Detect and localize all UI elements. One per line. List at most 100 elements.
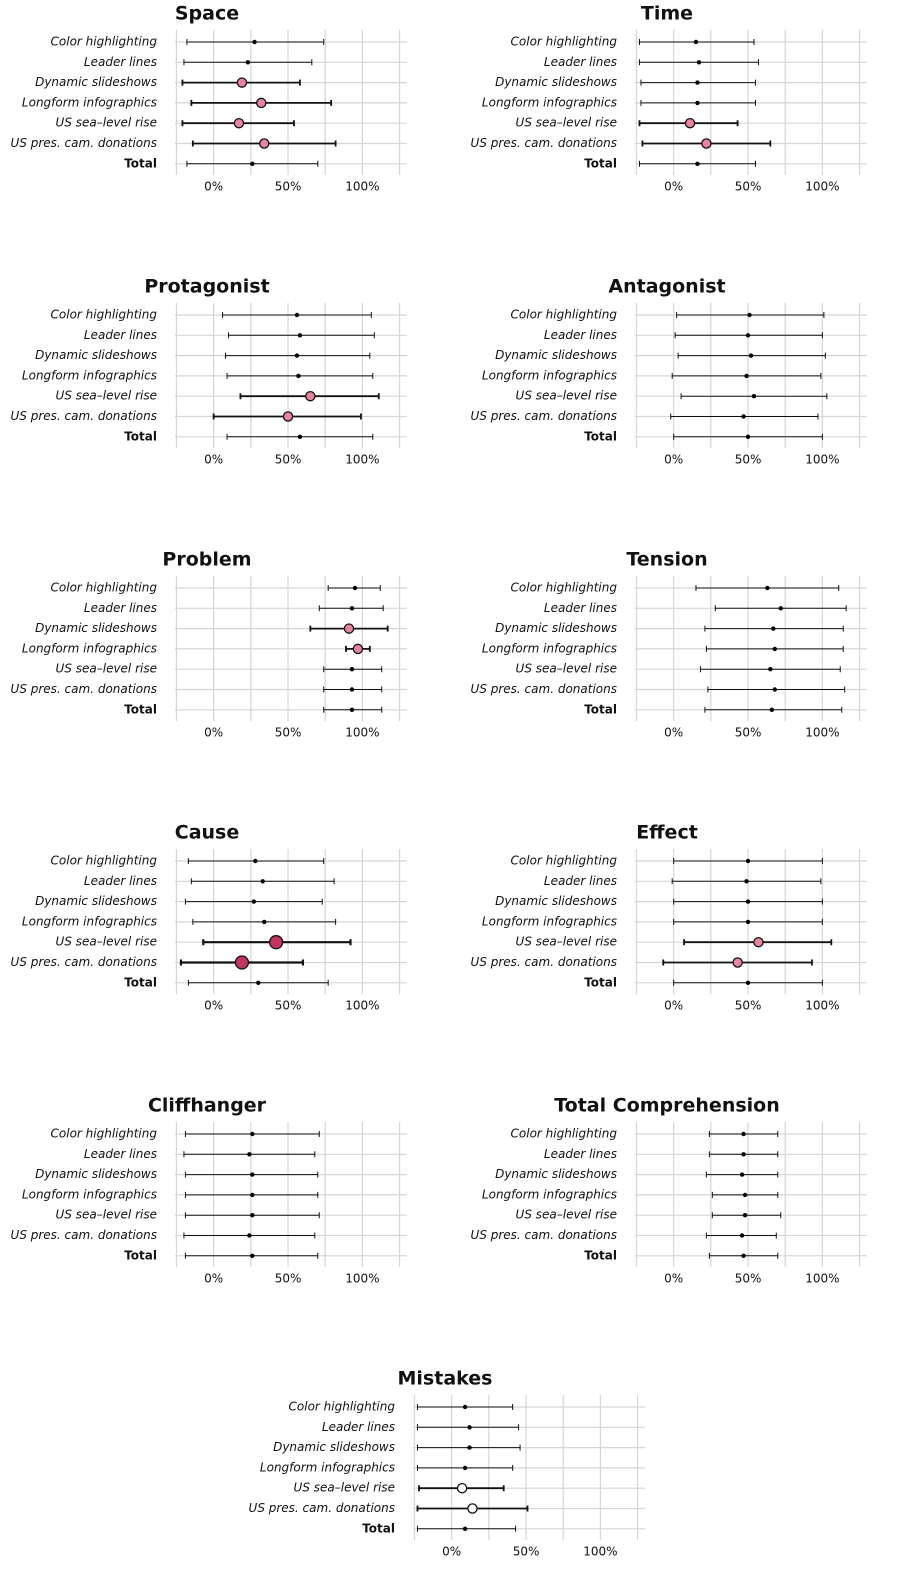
panel: Tension Color highlighting Leader lines Dyn… xyxy=(471,549,867,740)
point xyxy=(741,414,746,419)
category-label: US sea–level rise xyxy=(56,935,157,949)
category-label: Dynamic slideshows xyxy=(495,894,617,908)
x-tick-label: 100% xyxy=(805,1272,839,1286)
category-label: Longform infographics xyxy=(482,95,617,109)
category-label: Longform infographics xyxy=(260,1460,395,1474)
x-tick-label: 50% xyxy=(735,726,762,740)
x-tick-label: 0% xyxy=(664,453,683,467)
category-label: Color highlighting xyxy=(51,1127,158,1141)
category-label: Leader lines xyxy=(84,874,157,888)
point xyxy=(462,1465,468,1471)
category-label: US sea–level rise xyxy=(516,935,617,949)
point xyxy=(250,1213,255,1218)
x-tick-label: 100% xyxy=(345,726,379,740)
x-tick-label: 0% xyxy=(664,180,683,194)
point xyxy=(693,39,699,45)
x-tick-label: 100% xyxy=(345,453,379,467)
x-tick-label: 0% xyxy=(204,1272,223,1286)
point xyxy=(268,935,284,950)
category-label: Leader lines xyxy=(84,55,157,69)
point xyxy=(747,312,752,318)
point xyxy=(772,646,777,652)
point xyxy=(745,333,751,338)
point xyxy=(741,1152,746,1157)
point xyxy=(745,858,751,864)
category-label: Total xyxy=(584,429,617,443)
x-tick-label: 50% xyxy=(735,1272,762,1286)
point xyxy=(256,97,267,109)
point xyxy=(236,77,248,88)
chart-title: Mistakes xyxy=(398,1368,493,1390)
point xyxy=(778,606,783,611)
x-tick-label: 50% xyxy=(735,999,762,1013)
category-label: Total xyxy=(584,702,617,716)
category-label: US pres. cam. donations xyxy=(249,1501,395,1515)
point xyxy=(684,117,696,129)
category-label: US sea–level rise xyxy=(56,662,157,676)
point xyxy=(349,606,355,611)
x-tick-label: 100% xyxy=(583,1545,617,1559)
point xyxy=(252,39,257,45)
category-label: Color highlighting xyxy=(51,581,158,595)
point xyxy=(467,1503,478,1514)
chart-title: Antagonist xyxy=(608,276,725,298)
point xyxy=(253,858,258,864)
point xyxy=(701,138,712,149)
category-label: Dynamic slideshows xyxy=(35,894,157,908)
category-label: US pres. cam. donations xyxy=(471,955,617,969)
point xyxy=(297,434,303,439)
x-tick-label: 0% xyxy=(204,726,223,740)
chart-title: Problem xyxy=(162,549,251,571)
point xyxy=(748,353,754,358)
category-label: Color highlighting xyxy=(511,581,618,595)
point xyxy=(741,1253,746,1259)
category-label: US pres. cam. donations xyxy=(11,1228,157,1242)
point xyxy=(297,333,303,338)
category-label: Color highlighting xyxy=(511,308,618,322)
category-label: Dynamic slideshows xyxy=(35,75,157,89)
x-tick-label: 100% xyxy=(345,1272,379,1286)
chart-title: Effect xyxy=(636,822,698,844)
point xyxy=(250,1131,255,1137)
x-tick-label: 100% xyxy=(345,180,379,194)
chart-title: Space xyxy=(175,3,239,25)
point xyxy=(742,1213,748,1218)
category-label: Leader lines xyxy=(322,1420,395,1434)
point xyxy=(462,1526,468,1532)
point xyxy=(352,643,364,655)
panel: Cliffhanger Color highlighting Leader line… xyxy=(11,1095,407,1286)
point xyxy=(753,936,764,948)
category-label: Color highlighting xyxy=(511,35,618,49)
x-tick-label: 50% xyxy=(275,1272,302,1286)
point xyxy=(250,161,255,166)
panel: Space Color highlighting Leader lines Dynam… xyxy=(11,3,407,194)
category-label: Dynamic slideshows xyxy=(35,348,157,362)
category-label: Dynamic slideshows xyxy=(273,1440,395,1454)
point xyxy=(343,623,355,634)
x-tick-label: 50% xyxy=(735,180,762,194)
category-label: Longform infographics xyxy=(22,95,157,109)
panel: Cause Color highlighting Leader lines Dynam… xyxy=(11,822,407,1013)
point xyxy=(247,1233,252,1238)
x-tick-label: 0% xyxy=(204,180,223,194)
category-label: Leader lines xyxy=(544,874,617,888)
category-label: Total xyxy=(584,156,617,170)
point xyxy=(349,667,355,672)
category-label: Total xyxy=(124,156,157,170)
x-tick-label: 100% xyxy=(805,180,839,194)
x-tick-label: 50% xyxy=(735,453,762,467)
chart-title: Protagonist xyxy=(144,276,269,298)
point xyxy=(456,1482,468,1494)
x-tick-label: 0% xyxy=(442,1545,461,1559)
point xyxy=(282,411,294,422)
chart-title: Total Comprehension xyxy=(554,1095,780,1117)
category-label: Dynamic slideshows xyxy=(495,348,617,362)
point xyxy=(467,1445,472,1450)
point xyxy=(751,394,757,399)
category-label: Total xyxy=(584,975,617,989)
chart-title: Cliffhanger xyxy=(148,1095,267,1117)
category-label: Longform infographics xyxy=(482,1187,617,1201)
point xyxy=(251,899,257,904)
category-label: Dynamic slideshows xyxy=(495,75,617,89)
